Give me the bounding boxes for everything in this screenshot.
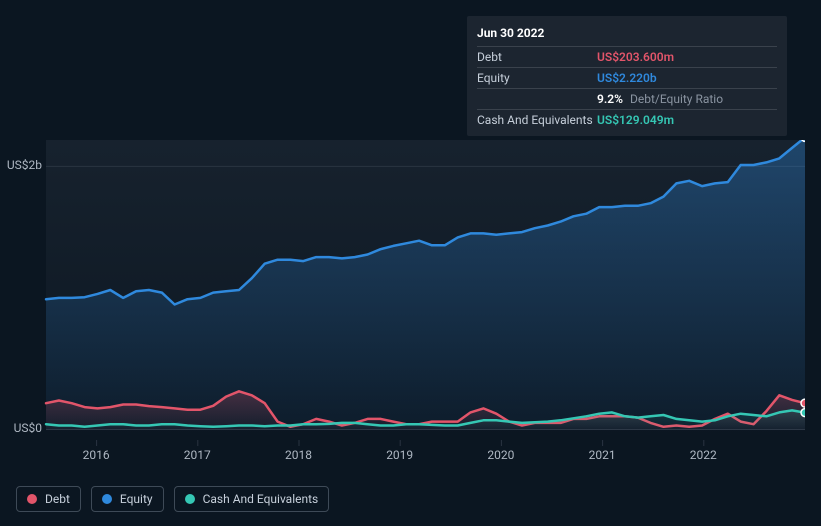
x-axis-label: 2022 bbox=[690, 448, 717, 462]
x-axis-label: 2019 bbox=[386, 448, 413, 462]
tooltip-value: US$203.600m bbox=[597, 50, 674, 64]
tooltip-value: US$129.049m bbox=[597, 113, 674, 127]
tooltip-label: Debt bbox=[477, 50, 597, 64]
legend-item-debt[interactable]: Debt bbox=[16, 486, 81, 512]
end-marker-debt bbox=[801, 399, 805, 407]
x-axis-label: 2017 bbox=[184, 448, 211, 462]
tooltip-label: Equity bbox=[477, 71, 597, 85]
x-axis-label: 2018 bbox=[285, 448, 312, 462]
financial-history-chart bbox=[16, 140, 805, 450]
tooltip-label bbox=[477, 92, 597, 106]
x-axis-label: 2021 bbox=[589, 448, 616, 462]
legend-item-equity[interactable]: Equity bbox=[91, 486, 164, 512]
legend-swatch bbox=[185, 494, 195, 504]
legend-label: Cash And Equivalents bbox=[203, 492, 319, 506]
legend-swatch bbox=[102, 494, 112, 504]
chart-tooltip: Jun 30 2022 DebtUS$203.600mEquityUS$2.22… bbox=[467, 16, 787, 136]
tooltip-date: Jun 30 2022 bbox=[477, 22, 777, 46]
chart-plot-area bbox=[16, 140, 805, 450]
tooltip-label: Cash And Equivalents bbox=[477, 113, 597, 127]
legend-label: Debt bbox=[45, 492, 70, 506]
end-marker-cash bbox=[801, 409, 805, 417]
legend-swatch bbox=[27, 494, 37, 504]
tooltip-row: EquityUS$2.220b bbox=[477, 67, 777, 88]
chart-legend: Debt Equity Cash And Equivalents bbox=[16, 486, 329, 512]
legend-item-cash[interactable]: Cash And Equivalents bbox=[174, 486, 330, 512]
legend-label: Equity bbox=[120, 492, 153, 506]
tooltip-row: Cash And EquivalentsUS$129.049m bbox=[477, 109, 777, 130]
tooltip-value: 9.2% Debt/Equity Ratio bbox=[597, 92, 723, 106]
x-axis-label: 2020 bbox=[487, 448, 514, 462]
tooltip-row: DebtUS$203.600m bbox=[477, 46, 777, 67]
x-axis-label: 2016 bbox=[83, 448, 110, 462]
tooltip-row: 9.2% Debt/Equity Ratio bbox=[477, 88, 777, 109]
tooltip-value: US$2.220b bbox=[597, 71, 657, 85]
